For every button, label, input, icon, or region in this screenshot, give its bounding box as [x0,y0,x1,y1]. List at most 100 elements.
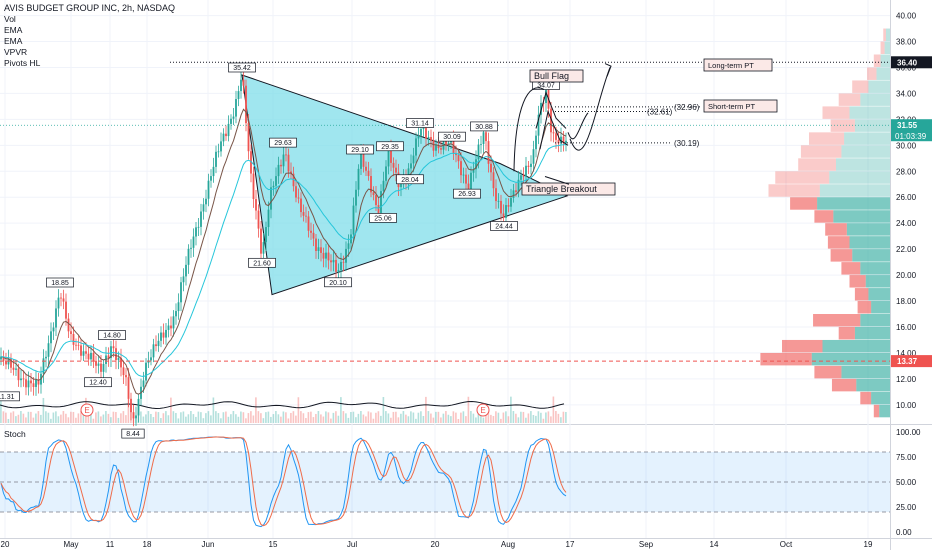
indicator-ema-2: EMA [4,36,23,46]
volume-bar [147,411,150,423]
y-tick-label: 28.00 [896,167,917,176]
volume-bar [490,414,492,423]
vpvr-down-bar [825,223,847,236]
short-term-pt-label [703,99,778,113]
volume-bar [505,411,507,423]
candle-body [42,358,45,374]
candle-body [512,190,515,198]
vpvr-up-bar [817,197,890,210]
volume-bar [297,397,300,423]
candle-body [535,135,537,150]
indicator-pivots: Pivots HL [4,58,41,68]
candle-body [412,155,415,164]
candle-body [247,123,250,152]
volume-bar [75,417,77,423]
volume-bar [90,412,92,423]
candle-body [135,415,137,419]
stoch-tick-label: 25.00 [896,503,917,512]
candle-body [65,301,67,319]
candle-body [275,176,277,186]
candle-body [460,161,462,176]
volume-bar [127,397,130,423]
vpvr-down-bar [849,275,866,288]
volume-bar [417,412,420,423]
volume-bar [157,412,160,423]
volume-bar [25,417,27,423]
volume-bar [482,417,485,423]
volume-bar [272,414,275,423]
candle-body [192,236,195,248]
candle-body [457,155,460,162]
volume-bar [100,416,102,423]
candle-body [220,141,222,152]
candle-body [47,343,50,357]
bull-flag-label [529,69,584,83]
level-value-label: (32.61) [647,107,673,116]
vpvr-down-bar [798,158,836,171]
volume-bar [182,411,185,423]
volume-bar [222,412,225,423]
earnings-marker [476,403,490,417]
candle-body [217,151,220,153]
volume-bar [425,396,427,423]
candle-body [240,79,242,92]
volume-bar [422,415,425,423]
x-tick-label: Sep [639,540,654,549]
candle-body [270,187,272,210]
ema-lines [0,108,567,395]
candle-body [95,360,97,366]
y-tick-label: 14.00 [896,349,917,358]
pivot-label-box [228,62,256,73]
vpvr-up-bar [854,119,890,132]
x-tick-label: 18 [143,540,152,549]
volume-bar [165,411,167,423]
x-tick-label: 14 [710,540,719,549]
volume-bar [262,418,265,423]
volume-bar [65,413,67,423]
vpvr-down-bar [782,339,823,353]
pivot-label: 14.80 [103,333,121,340]
pivot-label-box [490,221,518,231]
pivot-label: 20.10 [329,280,347,287]
pivot-label: 12.40 [89,380,107,387]
volume-bar [117,417,120,423]
candle-body [342,261,345,263]
axes: 20 May 11 18 Jun 15 Jul 20 Aug 17 Sep 14 Oct 19 40.00 3… [1,12,932,549]
candle-body [120,357,122,368]
candle-body [282,154,285,167]
candle-body [180,282,182,303]
vpvr-up-bar [885,28,890,42]
candle-body [565,140,567,144]
candle-body [340,261,342,271]
earnings-marker-label: E [480,406,485,415]
level-value-label: (32.96) [674,103,700,112]
candle-body [132,412,135,419]
pivot-label-box [121,428,145,439]
volume-bar [255,397,257,423]
candle-body [230,118,232,124]
x-tick-label: 19 [864,540,873,549]
candle-body [527,165,530,167]
pivot-label-box [0,391,20,402]
volume-bar [2,411,5,423]
candle-body [202,204,205,212]
volume-bar [517,417,520,423]
projection-arrow-long [569,67,611,151]
candle-body [212,166,215,177]
candle-body [425,127,427,139]
volume-bar [42,397,45,423]
candle-body [185,264,187,277]
candle-body [525,165,527,177]
candle-body [190,247,192,249]
candle-body [57,297,60,309]
volume-bar [307,412,310,423]
volume-bar [230,414,232,423]
indicator-vpvr: VPVR [4,47,28,57]
candle-body [477,144,480,160]
volume-bar [57,416,60,423]
volume-bar [10,412,12,423]
vpvr-up-bar [849,106,890,119]
candle-body [150,357,152,361]
candle-body [235,99,237,117]
